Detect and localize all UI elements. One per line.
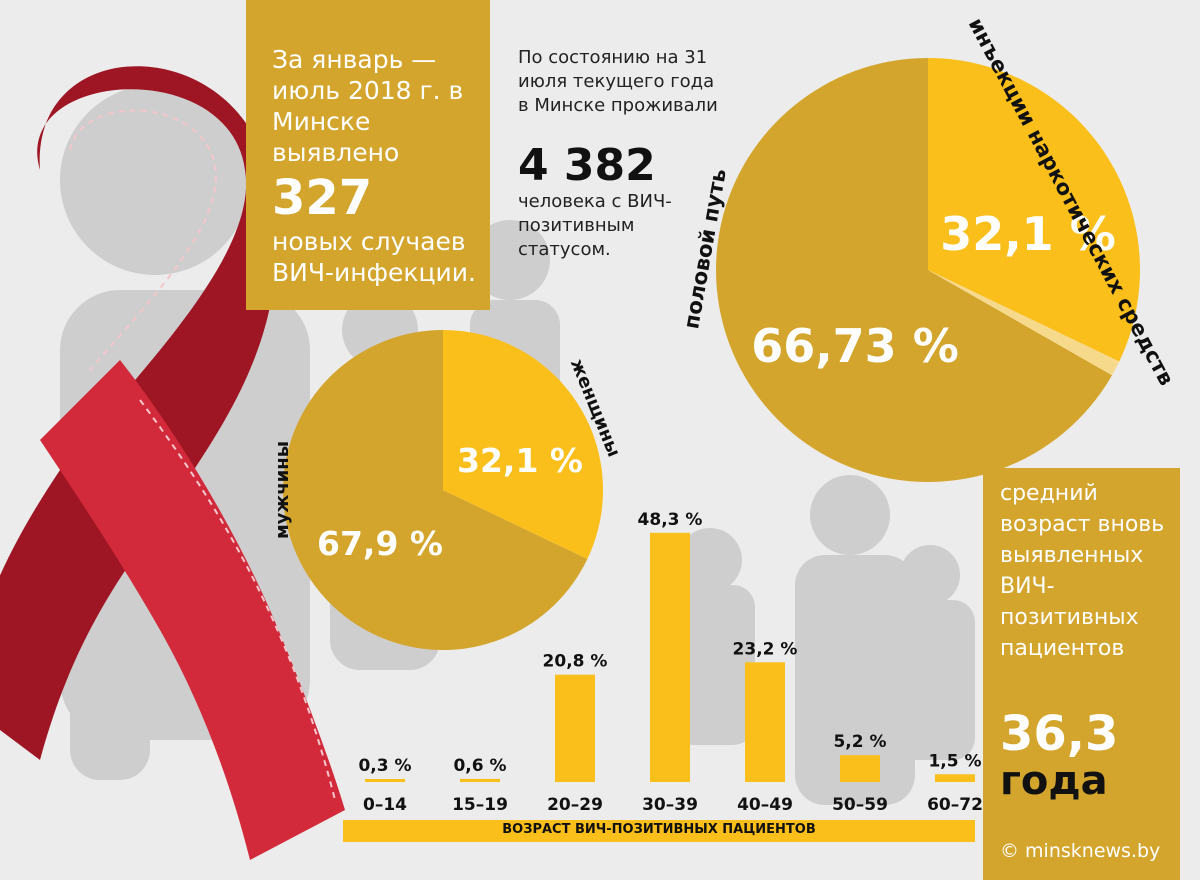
population-intro: По состоянию на 31 июля текущего года в … <box>518 47 718 116</box>
gender-slice-1 <box>283 330 588 650</box>
x-axis-title: ВОЗРАСТ ВИЧ-ПОЗИТИВНЫХ ПАЦИЕНТОВ <box>502 822 816 837</box>
source-credit: © minsknews.by <box>1000 840 1161 862</box>
transmission-slice-1 <box>716 58 1113 482</box>
age-bar-value-label: 5,2 % <box>833 732 886 752</box>
age-bar-value-label: 48,3 % <box>638 510 703 530</box>
age-category-label: 30–39 <box>642 795 698 815</box>
transmission-value-label: 66,73 % <box>751 319 959 373</box>
new-cases-panel <box>246 0 490 310</box>
age-bar-value-label: 0,3 % <box>358 756 411 776</box>
gender-value-label: 32,1 % <box>457 441 583 480</box>
red-ribbon-icon <box>0 66 345 860</box>
average-age-number: 36,3 <box>1000 706 1119 762</box>
age-category-label: 20–29 <box>547 795 603 815</box>
age-category-label: 40–49 <box>737 795 793 815</box>
average-age-panel <box>983 468 1180 880</box>
age-bar-0–14 <box>365 779 405 782</box>
age-bar-50–59 <box>840 755 880 782</box>
population-number: 4 382 <box>518 140 656 191</box>
men-label: мужчины <box>272 441 293 539</box>
x-axis-strip <box>343 820 975 842</box>
age-category-label: 15–19 <box>452 795 508 815</box>
gender-value-label: 67,9 % <box>317 524 443 563</box>
age-bar-chart: 0,3 % 0–14 0,6 % 15–19 20,8 % 20–29 48,3 % 30–3… <box>358 510 982 815</box>
age-bar-30–39 <box>650 532 690 782</box>
average-age-unit: года <box>1000 758 1108 804</box>
transmission-pie-chart: 66,73 %32,1 %половой путь инъекции наркот… <box>679 14 1179 482</box>
transmission-value-label: 32,1 % <box>940 207 1116 261</box>
age-category-label: 50–59 <box>832 795 888 815</box>
age-bar-60–72 <box>935 774 975 782</box>
new-cases-number: 327 <box>272 170 373 226</box>
population-caption: человека с ВИЧ-позитивным статусом. <box>518 191 672 260</box>
age-bar-value-label: 1,5 % <box>928 751 981 771</box>
transmission-slice-2 <box>928 58 1140 362</box>
age-bar-15–19 <box>460 778 500 782</box>
age-category-label: 60–72 <box>927 795 983 815</box>
age-bar-value-label: 0,6 % <box>453 756 506 776</box>
age-bar-value-label: 23,2 % <box>733 639 798 659</box>
new-cases-intro: За январь — июль 2018 г. в Минске выявле… <box>272 45 464 167</box>
transmission-slice-3 <box>928 270 1120 376</box>
average-age-caption: средний возраст вновь выявленных ВИЧ-поз… <box>1000 481 1165 661</box>
age-bar-20–29 <box>555 674 595 782</box>
age-bar-value-label: 20,8 % <box>543 652 608 672</box>
gender-slice-2 <box>443 330 603 560</box>
age-bar-40–49 <box>745 662 785 782</box>
age-category-label: 0–14 <box>363 795 407 815</box>
new-cases-caption: новых случаев ВИЧ-инфекции. <box>272 227 476 287</box>
